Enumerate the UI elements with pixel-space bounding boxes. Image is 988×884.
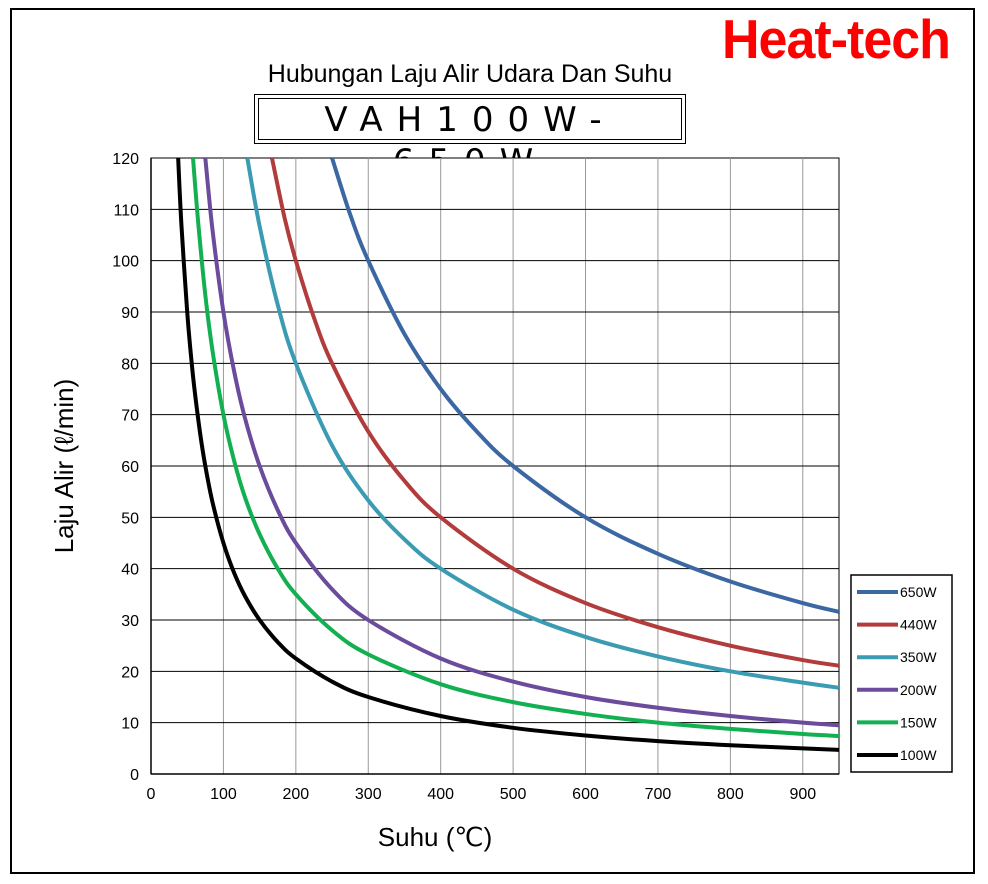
y-axis-label: Laju Alir (ℓ/min) — [49, 379, 79, 554]
y-tick-label: 70 — [121, 408, 139, 425]
x-tick-label: 0 — [147, 786, 156, 803]
y-tick-label: 40 — [121, 562, 139, 579]
x-axis-label: Suhu (℃) — [378, 822, 492, 852]
y-tick-label: 110 — [113, 202, 139, 219]
x-tick-label: 800 — [717, 786, 744, 803]
series-line-200W — [203, 158, 839, 728]
x-tick-label: 200 — [282, 786, 309, 803]
x-tick-label: 600 — [572, 786, 599, 803]
x-tick-label: 500 — [500, 786, 527, 803]
legend-label-440W: 440W — [900, 617, 937, 633]
y-tick-label: 0 — [130, 767, 139, 784]
legend-label-650W: 650W — [900, 584, 937, 600]
y-tick-label: 120 — [112, 151, 139, 168]
chart-title: Hubungan Laju Alir Udara Dan Suhu — [267, 60, 673, 88]
series-line-440W — [269, 158, 839, 668]
series-line-350W — [245, 158, 839, 690]
x-tick-label: 300 — [355, 786, 382, 803]
series-line-150W — [191, 158, 839, 739]
y-tick-label: 20 — [121, 664, 139, 681]
series-line-650W — [330, 158, 839, 614]
heat-tech-logo: Heat-tech — [722, 9, 951, 71]
legend-label-200W: 200W — [900, 682, 937, 698]
x-tick-label: 100 — [210, 786, 237, 803]
frame-border — [10, 8, 975, 874]
y-tick-label: 50 — [121, 510, 139, 527]
x-tick-label: 700 — [645, 786, 672, 803]
legend-label-350W: 350W — [900, 649, 937, 665]
y-tick-label: 30 — [121, 613, 139, 630]
y-tick-label: 60 — [121, 459, 139, 476]
y-tick-label: 10 — [121, 716, 139, 733]
y-tick-label: 80 — [121, 356, 139, 373]
legend-label-100W: 100W — [900, 747, 937, 763]
x-tick-label: 400 — [427, 786, 454, 803]
x-tick-label: 900 — [789, 786, 816, 803]
legend-box — [850, 574, 953, 773]
series-line-100W — [176, 158, 839, 752]
y-tick-label: 100 — [112, 254, 139, 271]
y-tick-label: 90 — [121, 305, 139, 322]
legend-label-150W: 150W — [900, 714, 937, 730]
